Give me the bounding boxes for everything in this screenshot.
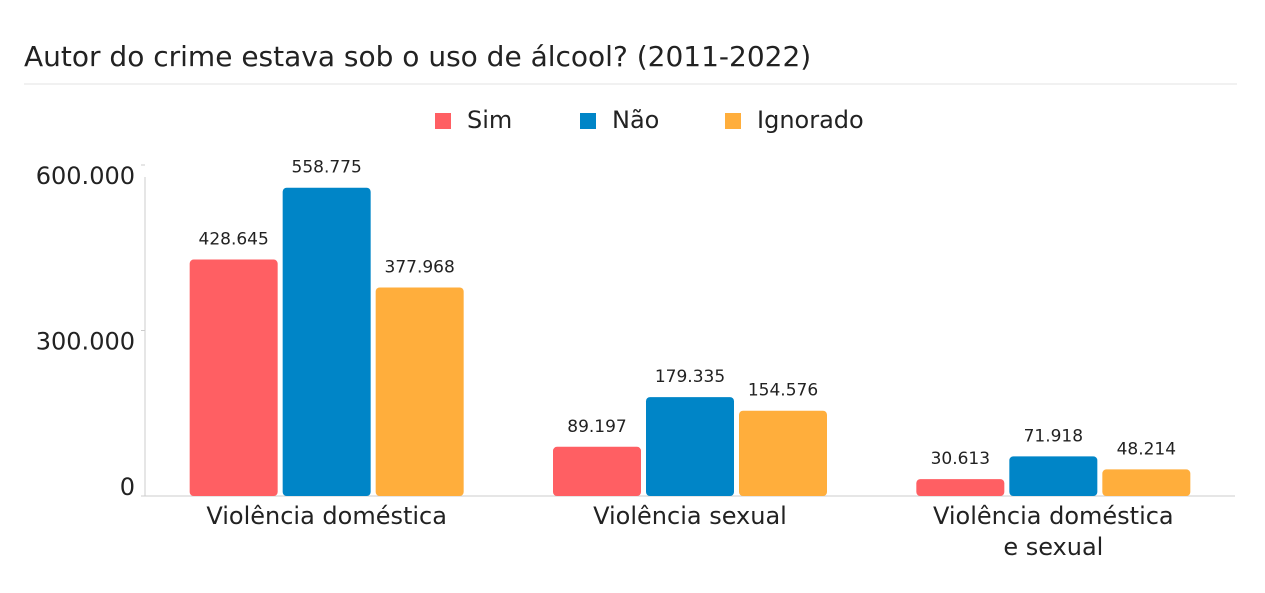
legend-label: Não <box>612 106 659 134</box>
bar <box>553 446 641 496</box>
bar <box>646 397 734 496</box>
value-label: 558.775 <box>292 158 362 178</box>
legend-label: Sim <box>467 106 512 134</box>
x-tick-label: Violência doméstica e sexual <box>933 502 1174 561</box>
bar <box>375 287 464 496</box>
legend-swatch <box>725 113 741 129</box>
chart-title: Autor do crime estava sob o uso de álcoo… <box>24 40 811 73</box>
bar <box>916 479 1005 496</box>
legend-swatch <box>435 113 451 129</box>
legend-swatch <box>580 113 596 129</box>
value-label: 377.968 <box>385 257 455 277</box>
value-label: 428.645 <box>199 230 269 250</box>
value-label: 89.197 <box>567 417 626 437</box>
value-label: 179.335 <box>655 367 725 387</box>
legend-label: Ignorado <box>757 106 864 134</box>
value-label: 154.576 <box>748 381 818 401</box>
value-label: 30.613 <box>931 449 990 469</box>
y-tick-label: 600.000 <box>36 162 135 190</box>
bar <box>1102 469 1191 496</box>
value-label: 71.918 <box>1024 426 1083 446</box>
bar <box>739 410 827 496</box>
value-label: 48.214 <box>1117 439 1176 459</box>
bar <box>1009 456 1098 496</box>
x-tick-label: Violência sexual <box>593 502 787 530</box>
x-tick-label: Violência doméstica <box>206 502 447 530</box>
y-tick-label: 300.000 <box>36 328 135 356</box>
bar <box>282 187 371 496</box>
y-tick-label: 0 <box>120 473 135 501</box>
bar <box>189 259 278 496</box>
